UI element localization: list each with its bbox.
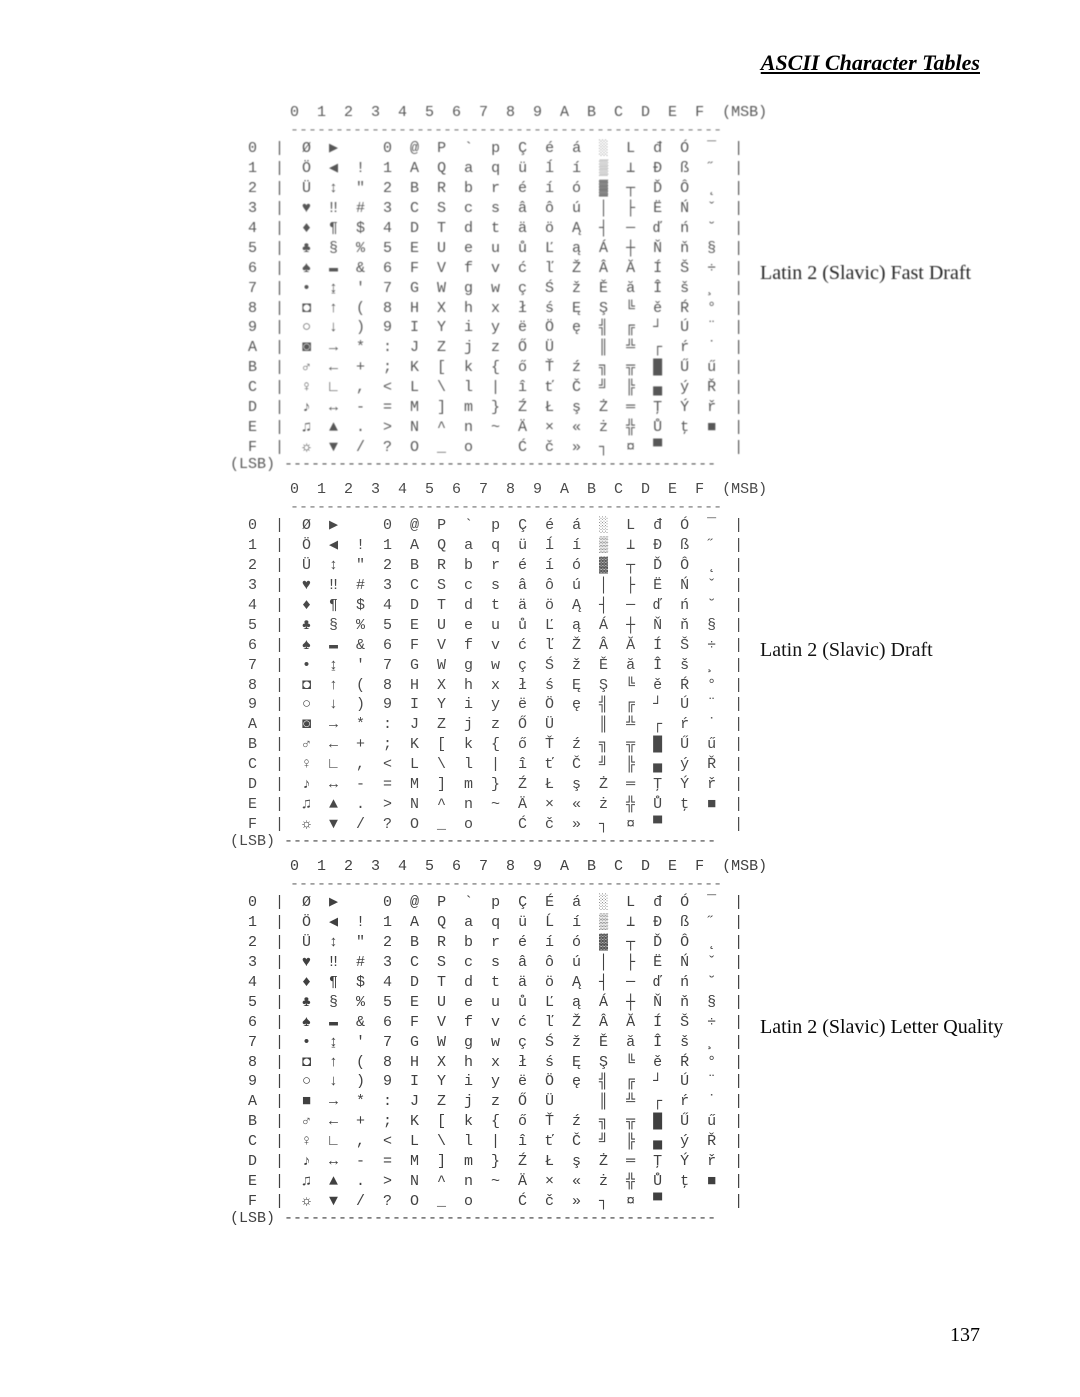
lsb-label: (LSB) ----------------------------------…	[230, 833, 990, 850]
table-caption: Latin 2 (Slavic) Letter Quality	[760, 1016, 1003, 1039]
tables-container: 0 1 2 3 4 5 6 7 8 9 A B C D E F (MSB)---…	[230, 104, 990, 1227]
ascii-table-2: 0 1 2 3 4 5 6 7 8 9 A B C D E F (MSB)---…	[230, 858, 990, 1227]
table-row: F | ☼ ▼ / ? O _ o Ć č » ┐ ¤ ▀ |	[230, 1192, 990, 1212]
table-row: 2 | Ü ↕ " 2 B R b r é í ó ▓ ┬ Ď Ô ˛ |	[230, 933, 990, 953]
separator-top: ----------------------------------------…	[290, 876, 990, 893]
table-row: 3 | ♥ ‼ # 3 C S c s â ô ú │ ├ Ë Ń ˇ |	[230, 953, 990, 973]
table-row: 1 | Ö ◀ ! 1 A Q a q ü Ĺ í ▒ ⊥ Đ ß ˝ |	[230, 913, 990, 933]
table-row: E | ♫ ▲ . > N ^ n ~ Ä × « ż ╬ Ů ţ ■ |	[230, 795, 990, 815]
ascii-table-1: 0 1 2 3 4 5 6 7 8 9 A B C D E F (MSB)---…	[230, 481, 990, 850]
table-row: C | ♀ ∟ , < L \ l | î ť Č ╝ ╠ ▄ ý Ř |	[230, 755, 990, 775]
table-row: 8 | ◘ ↑ ( 8 H X h x ł ś Ę Ş ╚ ě Ŕ ° |	[230, 1053, 990, 1073]
table-row: F | ☼ ▼ / ? O _ o Ć č » ┐ ¤ ▀ |	[230, 438, 990, 458]
table-row: 4 | ♦ ¶ $ 4 D T d t ä ö Ą ┤ ─ ď ń ˘ |	[230, 596, 990, 616]
table-row: B | ♂ ← + ; K [ k { ő Ť ź ╗ ╦ █ Ű ű |	[230, 358, 990, 378]
table-row: 1 | Ö ◀ ! 1 A Q a q ü ĺ í ▒ ⊥ Đ ß ˝ |	[230, 159, 990, 179]
table-row: 4 | ♦ ¶ $ 4 D T d t ä ö Ą ┤ ─ ď ń ˘ |	[230, 219, 990, 239]
table-row: D | ♪ ↔ - = M ] m } Ź Ł ş Ż ═ Ţ Ý ř |	[230, 775, 990, 795]
table-row: 0 | Ø ▶ 0 @ P ` p Ç é á ░ L đ Ó ¯ |	[230, 516, 990, 536]
page-title: ASCII Character Tables	[90, 50, 990, 76]
msb-label: (MSB)	[722, 858, 767, 875]
table-row: D | ♪ ↔ - = M ] m } Ź Ł ş Ż ═ Ţ Ý ř |	[230, 398, 990, 418]
msb-label: (MSB)	[722, 481, 767, 498]
table-row: F | ☼ ▼ / ? O _ o Ć č » ┐ ¤ ▀ |	[230, 815, 990, 835]
table-row: 5 | ♣ § % 5 E U e u ů Ľ ą Á ┼ Ň ň § |	[230, 993, 990, 1013]
table-row: 3 | ♥ ‼ # 3 C S c s â ô ú │ ├ Ë Ń ˇ |	[230, 199, 990, 219]
table-row: 0 | Ø ▶ 0 @ P ` p Ç é á ░ L đ Ó ¯ |	[230, 139, 990, 159]
table-row: C | ♀ ∟ , < L \ l | î ť Č ╝ ╠ ▄ ý Ř |	[230, 1132, 990, 1152]
table-row: 5 | ♣ § % 5 E U e u ů Ľ ą Á ┼ Ň ň § |	[230, 616, 990, 636]
lsb-label: (LSB) ----------------------------------…	[230, 1210, 990, 1227]
table-row: 9 | ○ ↓ ) 9 I Y i y ë Ö ę ╣ ╔ ┘ Ú ¨ |	[230, 318, 990, 338]
table-row: 2 | Ü ↕ " 2 B R b r é í ó ▓ ┬ Ď Ô ˛ |	[230, 556, 990, 576]
separator-top: ----------------------------------------…	[290, 122, 990, 139]
table-row: 3 | ♥ ‼ # 3 C S c s â ô ú │ ├ Ë Ń ˇ |	[230, 576, 990, 596]
table-row: A | ◙ → * : J Z j z Ő Ü ║ ╩ ┌ ŕ ˙ |	[230, 338, 990, 358]
column-header-row: 0 1 2 3 4 5 6 7 8 9 A B C D E F (MSB)	[290, 481, 990, 499]
table-caption: Latin 2 (Slavic) Fast Draft	[760, 262, 971, 285]
table-row: B | ♂ ← + ; K [ k { ő Ť ź ╗ ╦ █ Ű ű |	[230, 1112, 990, 1132]
table-row: 1 | Ö ◀ ! 1 A Q a q ü ĺ í ▒ ⊥ Đ ß ˝ |	[230, 536, 990, 556]
table-row: E | ♫ ▲ . > N ^ n ~ Ä × « ż ╬ Ů ţ ■ |	[230, 1172, 990, 1192]
table-caption: Latin 2 (Slavic) Draft	[760, 639, 933, 662]
table-row: 0 | Ø ▶ 0 @ P ` p Ç É á ░ L đ Ó ¯ |	[230, 893, 990, 913]
table-row: A | ■ → * : J Z j z Ő Ü ║ ╩ ┌ ŕ ˙ |	[230, 1092, 990, 1112]
table-row: 2 | Ü ↕ " 2 B R b r é í ó ▓ ┬ Ď Ô ˛ |	[230, 179, 990, 199]
table-row: B | ♂ ← + ; K [ k { ő Ť ź ╗ ╦ █ Ű ű |	[230, 735, 990, 755]
msb-label: (MSB)	[722, 104, 767, 121]
table-row: 5 | ♣ § % 5 E U e u ů Ľ ą Á ┼ Ň ň § |	[230, 239, 990, 259]
column-header-row: 0 1 2 3 4 5 6 7 8 9 A B C D E F (MSB)	[290, 104, 990, 122]
table-row: 8 | ◘ ↑ ( 8 H X h x ł ś Ę Ş ╚ ě Ŕ ° |	[230, 299, 990, 319]
table-row: 4 | ♦ ¶ $ 4 D T d t ä ö Ą ┤ ─ ď ń ˘ |	[230, 973, 990, 993]
ascii-table-0: 0 1 2 3 4 5 6 7 8 9 A B C D E F (MSB)---…	[230, 104, 990, 473]
table-row: 9 | ○ ↓ ) 9 I Y i y ë Ö ę ╣ ╔ ┘ Ú ¨ |	[230, 695, 990, 715]
table-row: C | ♀ ∟ , < L \ l | î ť Č ╝ ╠ ▄ ý Ř |	[230, 378, 990, 398]
table-row: 8 | ◘ ↑ ( 8 H X h x ł ś Ę Ş ╚ ě Ŕ ° |	[230, 676, 990, 696]
page-number: 137	[950, 1324, 980, 1347]
column-header-row: 0 1 2 3 4 5 6 7 8 9 A B C D E F (MSB)	[290, 858, 990, 876]
lsb-label: (LSB) ----------------------------------…	[230, 456, 990, 473]
table-row: E | ♫ ▲ . > N ^ n ~ Ä × « ż ╬ Ů ţ ■ |	[230, 418, 990, 438]
table-row: A | ◙ → * : J Z j z Ő Ü ║ ╩ ┌ ŕ ˙ |	[230, 715, 990, 735]
table-row: D | ♪ ↔ - = M ] m } Ź Ł ş Ż ═ Ţ Ý ř |	[230, 1152, 990, 1172]
separator-top: ----------------------------------------…	[290, 499, 990, 516]
table-row: 9 | ○ ↓ ) 9 I Y i y ë Ö ę ╣ ╔ ┘ Ú ¨ |	[230, 1072, 990, 1092]
